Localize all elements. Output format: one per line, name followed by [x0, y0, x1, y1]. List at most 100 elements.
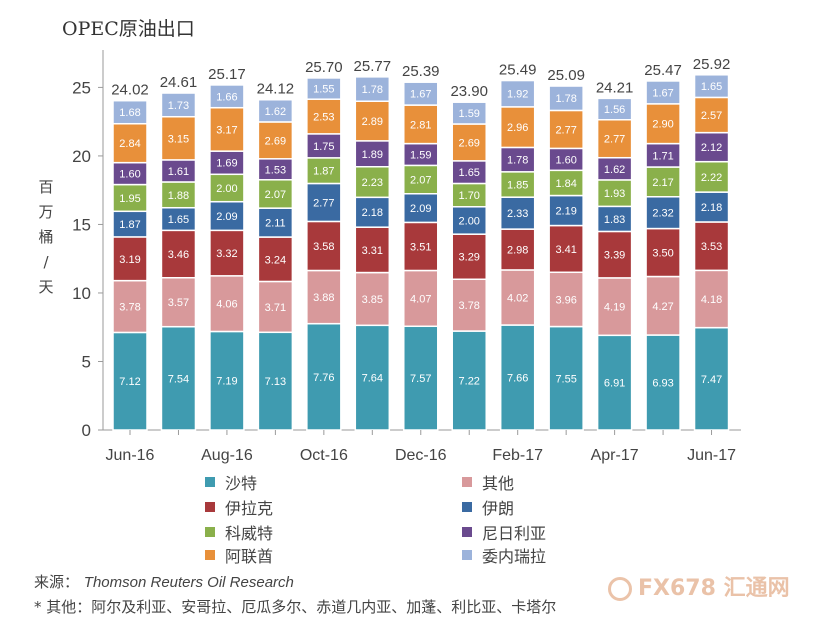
- data-label: 1.88: [168, 190, 189, 202]
- bar-segment: [693, 326, 730, 431]
- total-label: 24.21: [596, 79, 634, 96]
- bar-segment: [209, 173, 245, 203]
- data-label: 1.85: [507, 179, 528, 191]
- y-tick-label: 20: [72, 147, 91, 166]
- watermark-text: FX678 汇通网: [638, 576, 790, 601]
- data-label: 1.75: [313, 141, 334, 153]
- data-label: 2.17: [652, 177, 673, 189]
- data-label: 3.19: [119, 254, 140, 266]
- data-label: 1.73: [168, 100, 189, 112]
- legend-item-saudi: 沙特: [205, 470, 257, 494]
- legend-item-other: 其他: [462, 470, 514, 494]
- bar-segment: [548, 85, 584, 112]
- data-label: 1.87: [313, 166, 334, 178]
- y-axis-label-char: /: [43, 253, 49, 271]
- data-label: 1.78: [555, 93, 576, 105]
- data-label: 2.09: [216, 211, 237, 223]
- bar-segment: [209, 275, 245, 333]
- bar-segment: [693, 131, 730, 163]
- bar-segment: [160, 181, 197, 209]
- data-label: 6.91: [604, 378, 625, 390]
- legend-item-uae: 阿联酋: [205, 543, 273, 567]
- bar-segment: [112, 236, 148, 282]
- data-label: 3.57: [168, 297, 189, 309]
- data-label: 7.55: [555, 373, 576, 385]
- legend-item-nigeria: 尼日利亚: [462, 520, 546, 544]
- total-label: 25.47: [644, 62, 682, 79]
- watermark-icon: [608, 577, 632, 601]
- y-axis-label-char: 天: [38, 278, 54, 296]
- data-label: 2.57: [701, 110, 722, 122]
- bar-segment: [306, 98, 342, 135]
- y-tick-label: 0: [82, 421, 91, 440]
- data-label: 2.96: [507, 122, 528, 134]
- total-label: 23.90: [450, 83, 488, 100]
- legend-item-kuwait: 科威特: [205, 520, 273, 544]
- chart-title: OPEC原油出口: [62, 18, 195, 40]
- bar-segment: [257, 207, 294, 238]
- y-axis-label-char: 万: [38, 203, 54, 221]
- bar-segment: [548, 194, 584, 227]
- data-label: 1.93: [604, 188, 625, 200]
- y-tick-label: 5: [82, 352, 91, 371]
- data-label: 7.66: [507, 373, 528, 385]
- data-label: 2.90: [652, 119, 673, 131]
- legend-item-iraq: 伊拉克: [205, 495, 273, 519]
- data-label: 1.59: [410, 149, 431, 161]
- bar-segment: [306, 77, 342, 100]
- data-label: 3.50: [652, 248, 673, 260]
- bar-segment: [209, 330, 245, 431]
- bar-segment: [451, 123, 487, 162]
- data-label: 7.12: [119, 376, 140, 388]
- data-label: 1.92: [507, 89, 528, 101]
- bar-segment: [548, 224, 584, 274]
- bar-segment: [160, 92, 197, 118]
- bar-segment: [403, 269, 439, 328]
- x-tick-label: Jun-16: [106, 447, 155, 464]
- data-label: 3.15: [168, 133, 189, 145]
- bar-segment: [257, 121, 294, 160]
- bar-segment: [499, 324, 536, 431]
- data-label: 3.41: [555, 244, 576, 256]
- data-label: 3.32: [216, 248, 237, 260]
- data-label: 3.71: [265, 302, 286, 314]
- data-label: 1.65: [168, 214, 189, 226]
- data-label: 3.46: [168, 249, 189, 261]
- data-label: 7.19: [216, 376, 237, 388]
- bar-segment: [548, 325, 584, 431]
- data-label: 4.07: [410, 293, 431, 305]
- data-label: 1.78: [362, 84, 383, 96]
- legend-label: 阿联酋: [225, 547, 274, 566]
- legend-label: 沙特: [225, 474, 258, 493]
- data-label: 7.57: [410, 373, 431, 385]
- total-label: 25.77: [354, 58, 392, 75]
- x-tick-label: Aug-16: [201, 447, 253, 464]
- bar-segment: [645, 227, 681, 278]
- data-label: 4.18: [701, 294, 722, 306]
- footnote: * 其他：阿尔及利亚、安哥拉、厄瓜多尔、赤道几内亚、加蓬、利比亚、卡塔尔: [34, 598, 557, 616]
- legend-label: 伊朗: [482, 499, 515, 518]
- data-label: 3.29: [459, 252, 480, 264]
- data-label: 7.64: [362, 373, 383, 385]
- bar-segment: [160, 277, 197, 328]
- stacked-bar-chart: 0 5 10 15 20 25 7.12 3.78 3.19 1.87 1.95 1.60 2.84 1.…: [72, 50, 741, 464]
- x-tick-label: Apr-17: [591, 447, 639, 464]
- bar-segment: [257, 179, 294, 209]
- bar-segment: [451, 233, 487, 281]
- data-label: 2.69: [459, 137, 480, 149]
- legend-swatch: [462, 550, 472, 560]
- bar-segment: [645, 80, 681, 105]
- data-label: 2.12: [701, 142, 722, 154]
- bar-segment: [209, 229, 245, 277]
- legend-item-venezuela: 委内瑞拉: [462, 543, 546, 567]
- bar-segment: [548, 271, 584, 328]
- data-label: 7.47: [701, 374, 722, 386]
- total-label: 25.70: [305, 59, 343, 76]
- legend-label: 尼日利亚: [482, 524, 547, 543]
- legend-swatch: [462, 527, 472, 537]
- x-tick-label: Feb-17: [492, 447, 543, 464]
- data-label: 1.55: [313, 84, 334, 96]
- bar-segment: [693, 96, 730, 134]
- data-label: 2.07: [410, 175, 431, 187]
- bar-segment: [693, 191, 730, 223]
